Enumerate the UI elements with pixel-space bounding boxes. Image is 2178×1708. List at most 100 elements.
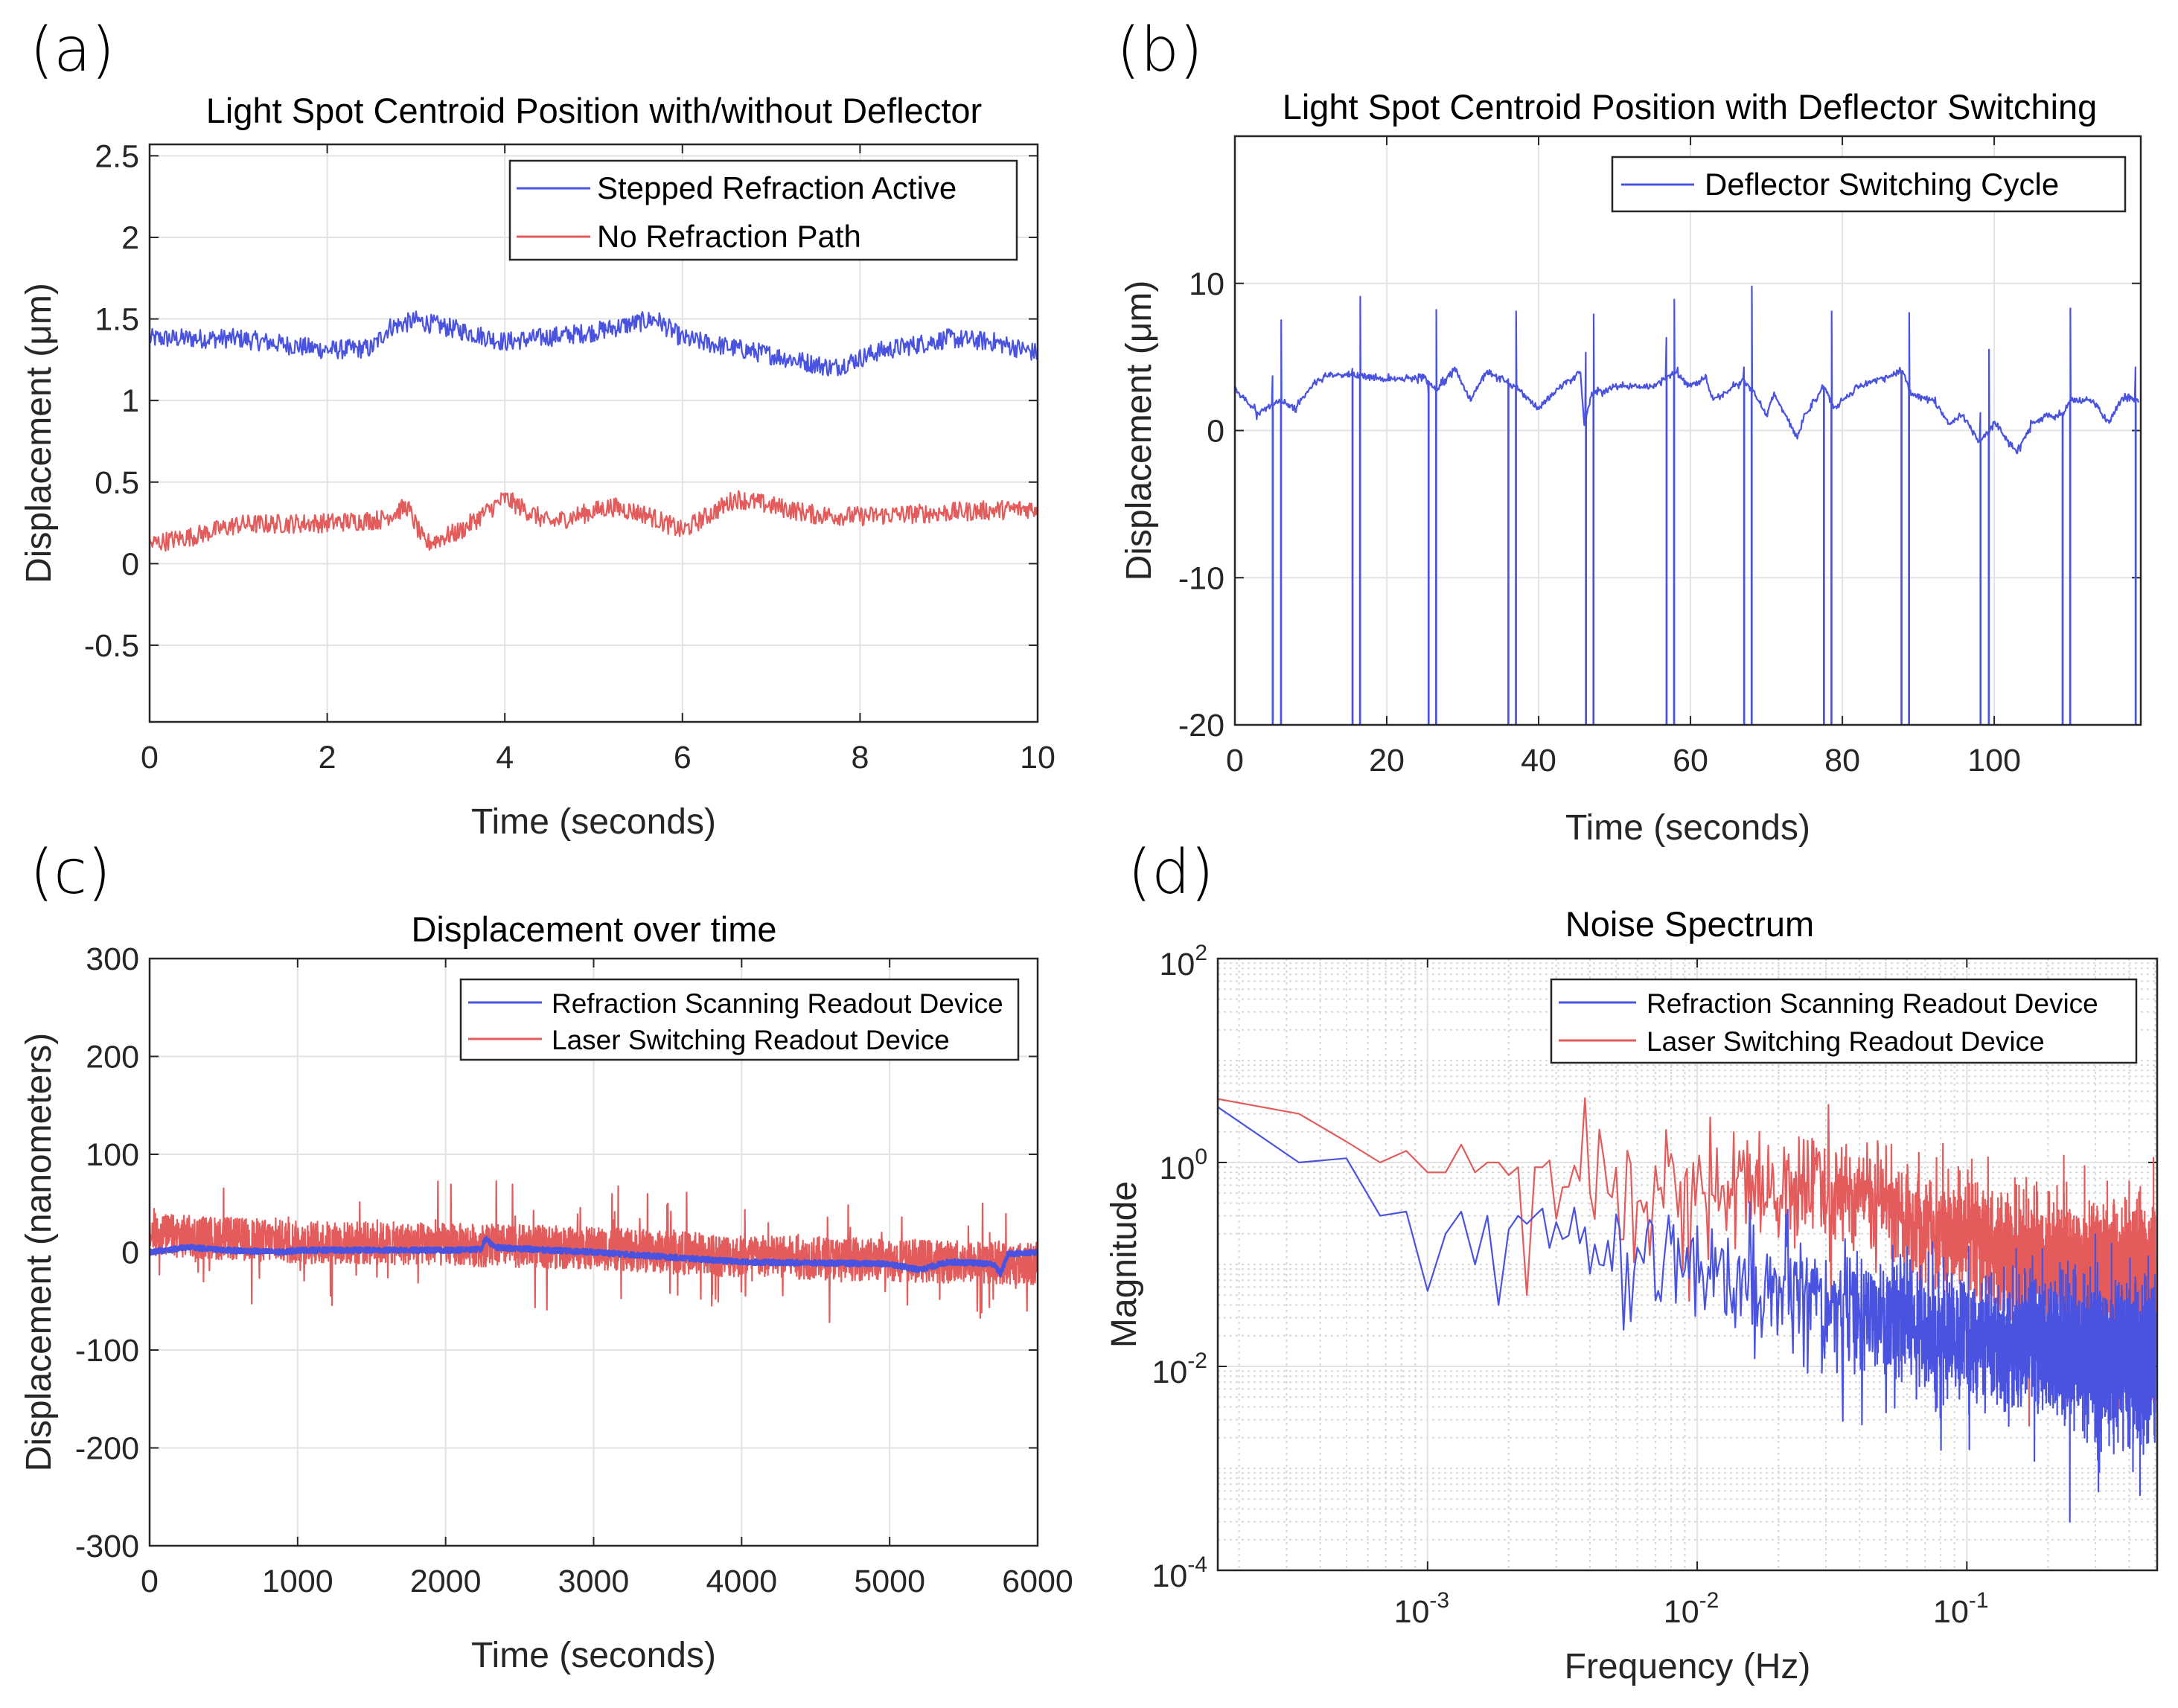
tick-exponent: -2 (1187, 1349, 1207, 1373)
series-line-blue (1235, 285, 2139, 725)
panel-label: (c) (30, 837, 111, 908)
panel-d: (d) Noise Spectrum Frequency (Hz) Magnitude… (1105, 837, 2159, 1686)
y-tick-label: 100 (86, 1137, 139, 1173)
x-tick-label: 20 (1369, 743, 1405, 778)
panel-a: (a) Light Spot Centroid Position with/wit… (19, 15, 1056, 842)
series-line-blue (1218, 1106, 2156, 1523)
series-line-red (150, 490, 1038, 552)
x-tick-label: 0 (1226, 743, 1244, 778)
legend-entry: Refraction Scanning Readout Device (552, 988, 1003, 1019)
y-tick-label: 2.5 (95, 138, 139, 174)
legend-entry: Refraction Scanning Readout Device (1647, 988, 2098, 1019)
series-line-blue (150, 310, 1038, 377)
axes-box (148, 143, 1039, 723)
panel-label: (a) (30, 15, 115, 86)
legend-box (1611, 156, 2127, 213)
x-tick-label: 40 (1521, 743, 1556, 778)
chart-title: Light Spot Centroid Position with Deflec… (1283, 87, 2098, 127)
x-tick-label: 3000 (558, 1564, 630, 1599)
panel-label: (b) (1117, 15, 1203, 86)
tick-base: 10 (1394, 1594, 1430, 1630)
y-tick-label: 10-4 (1152, 1552, 1207, 1594)
chart-title: Noise Spectrum (1565, 904, 1814, 944)
y-tick-label: -300 (75, 1529, 139, 1564)
y-tick-label: -0.5 (84, 628, 139, 664)
x-tick-label: 0 (141, 740, 159, 775)
x-tick-label: 4000 (706, 1564, 777, 1599)
x-tick-label: 0 (141, 1564, 159, 1599)
tick-base: 10 (1152, 1558, 1187, 1594)
tick-base: 10 (1159, 947, 1195, 982)
y-tick-label: 10-2 (1152, 1349, 1207, 1390)
x-tick-label: 2 (319, 740, 336, 775)
tick-exponent: -3 (1429, 1588, 1449, 1613)
x-tick-label: 2000 (410, 1564, 482, 1599)
x-axis-label: Time (seconds) (471, 802, 716, 842)
axes-box (1216, 957, 2159, 1572)
x-tick-label: 1000 (262, 1564, 333, 1599)
legend-entry: Deflector Switching Cycle (1705, 167, 2059, 202)
legend: Deflector Switching Cycle (1611, 156, 2127, 213)
x-axis-label: Frequency (Hz) (1565, 1647, 1811, 1686)
y-tick-label: 0 (121, 1235, 139, 1271)
y-tick-label: 200 (86, 1040, 139, 1075)
legend-entry: Laser Switching Readout Device (552, 1025, 950, 1055)
tick-base: 10 (1664, 1594, 1699, 1630)
x-tick-label: 10 (1020, 740, 1056, 775)
legend: Refraction Scanning Readout Device Laser … (459, 978, 1020, 1061)
y-tick-label: -10 (1178, 560, 1224, 596)
x-tick-label: 60 (1673, 743, 1708, 778)
series-line-blue (150, 1235, 1038, 1277)
tick-exponent: 2 (1195, 941, 1207, 965)
panel-b: (b) Light Spot Centroid Position with Def… (1117, 15, 2142, 848)
tick-exponent: -4 (1187, 1552, 1207, 1577)
plot-area (150, 310, 1038, 552)
x-tick-label: 4 (496, 740, 514, 775)
tick-base: 10 (1933, 1594, 1969, 1630)
y-tick-label: 1 (121, 383, 139, 419)
y-tick-label: 0 (1207, 414, 1224, 450)
y-tick-label: 0.5 (95, 465, 139, 501)
legend-box (1550, 978, 2138, 1064)
y-axis-label: Displacement (μm) (19, 283, 59, 583)
y-axis-label: Displacement (nanometers) (19, 1033, 59, 1472)
tick-base: 10 (1159, 1151, 1195, 1186)
tick-exponent: 0 (1195, 1145, 1207, 1169)
series-line-red (1218, 1097, 2156, 1427)
y-tick-label: 1.5 (95, 302, 139, 338)
x-axis-label: Time (seconds) (471, 1636, 716, 1675)
y-tick-label: 10 (1189, 266, 1224, 302)
x-axis-label: Time (seconds) (1565, 808, 1810, 848)
tick-base: 10 (1152, 1354, 1187, 1390)
y-tick-label: 0 (121, 546, 139, 582)
y-axis-label: Displacement (μm) (1120, 281, 1159, 581)
chart-title: Light Spot Centroid Position with/withou… (206, 91, 982, 130)
x-tick-label: 100 (1967, 743, 2021, 778)
tick-exponent: -1 (1969, 1588, 1989, 1613)
legend: Stepped Refraction Active No Refraction P… (508, 159, 1018, 261)
legend-box (508, 159, 1018, 261)
legend-entry: Stepped Refraction Active (597, 170, 957, 205)
x-tick-label: 80 (1824, 743, 1860, 778)
y-tick-label: 102 (1159, 941, 1207, 982)
x-tick-label: 10-3 (1394, 1588, 1450, 1630)
y-tick-label: -200 (75, 1431, 139, 1467)
x-tick-label: 8 (851, 740, 869, 775)
y-tick-label: -20 (1178, 708, 1224, 743)
legend: Refraction Scanning Readout Device Laser … (1550, 978, 2138, 1064)
legend-box (459, 978, 1020, 1061)
y-tick-label: 100 (1159, 1145, 1207, 1186)
plot-area (1218, 1097, 2156, 1523)
panel-label: (d) (1128, 837, 1214, 908)
x-tick-label: 5000 (854, 1564, 925, 1599)
y-tick-label: 2 (121, 220, 139, 256)
plot-area (150, 1180, 1038, 1323)
legend-entry: No Refraction Path (597, 219, 861, 254)
axes-box (1233, 135, 2142, 726)
y-axis-label: Magnitude (1105, 1181, 1144, 1348)
tick-exponent: -2 (1699, 1588, 1719, 1613)
x-tick-label: 10-1 (1933, 1588, 1989, 1630)
y-tick-label: -100 (75, 1333, 139, 1369)
x-tick-label: 10-2 (1664, 1588, 1719, 1630)
